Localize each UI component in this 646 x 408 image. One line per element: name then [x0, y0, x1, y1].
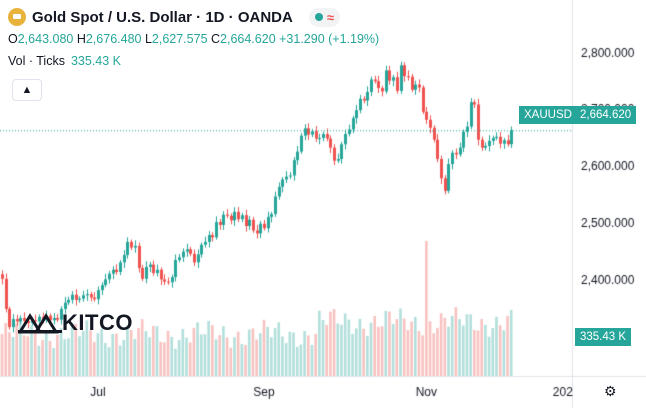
market-open-dot-icon — [314, 13, 323, 21]
gold-coin-icon — [8, 8, 26, 26]
collapse-legend-button[interactable]: ▲ — [12, 79, 42, 101]
low-value: 2,627.575 — [151, 32, 208, 46]
chart-title: Gold Spot / U.S. Dollar · 1D · OANDA — [32, 8, 293, 26]
volume-value: 335.43 K — [70, 54, 122, 68]
kitco-logo-text: KITCO — [62, 310, 133, 335]
chevron-up-icon: ▲ — [21, 84, 33, 96]
settings-icon[interactable]: ⚙ — [604, 383, 617, 399]
change-value: +31.290 (+1.19%) — [279, 32, 380, 46]
volume-tag: 335.43 K — [575, 328, 632, 346]
close-value: 2,664.620 — [220, 32, 276, 46]
open-value: 2,643.080 — [17, 32, 74, 46]
ohlc-readout: O2,643.080 H2,676.480 L2,627.575 C2,664.… — [8, 32, 379, 46]
high-key: H — [76, 32, 86, 46]
symbol-tag: XAUUSD — [519, 106, 577, 124]
volume-legend: Vol · Ticks 335.43 K — [8, 54, 121, 68]
market-status-pill[interactable]: ≈ — [308, 7, 340, 27]
open-key: O — [8, 32, 18, 46]
price-tag: 2,664.620 — [575, 106, 637, 124]
volume-label: Vol · Ticks — [8, 54, 65, 68]
high-value: 2,676.480 — [85, 32, 142, 46]
wave-icon: ≈ — [326, 9, 334, 25]
chart-header: Gold Spot / U.S. Dollar · 1D · OANDA ≈ — [8, 6, 340, 28]
kitco-logo: KITCO — [18, 310, 133, 336]
close-key: C — [211, 32, 221, 46]
low-key: L — [144, 32, 152, 46]
kitco-logo-icon — [18, 313, 62, 334]
